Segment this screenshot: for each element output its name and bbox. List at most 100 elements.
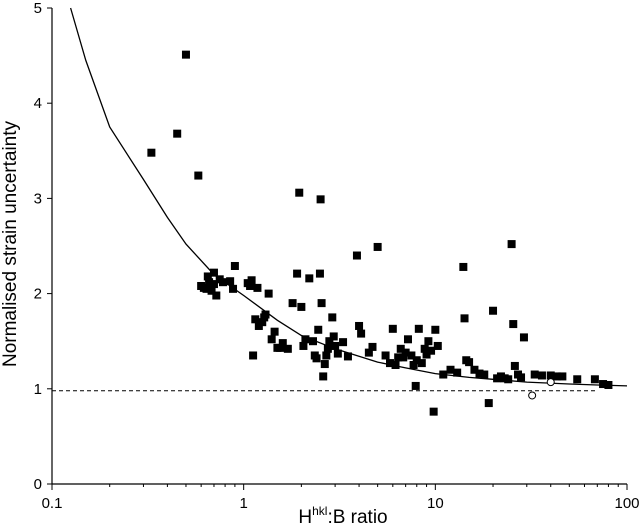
- data-point-square: [558, 372, 567, 381]
- y-axis-ticks: 0 1 2 3 4 5: [34, 0, 52, 493]
- data-point-square: [484, 399, 493, 408]
- data-point-square: [530, 370, 539, 379]
- y-tick-label: 3: [34, 190, 42, 207]
- data-point-square: [312, 354, 321, 363]
- data-point-square: [253, 283, 262, 292]
- data-point-square: [385, 359, 394, 368]
- data-point-square: [264, 289, 273, 298]
- data-point-square: [308, 337, 317, 346]
- data-point-square: [480, 370, 489, 379]
- data-point-square: [517, 373, 526, 382]
- data-point-open-circle: [528, 391, 537, 400]
- data-markers: [147, 50, 613, 416]
- data-point-square: [552, 372, 561, 381]
- y-tick-label: 0: [34, 476, 42, 493]
- data-point-square: [352, 251, 361, 260]
- fit-curve: [69, 7, 628, 387]
- data-point-square: [315, 269, 324, 278]
- y-tick-label: 1: [34, 381, 42, 398]
- data-point-square: [407, 351, 416, 360]
- data-point-square: [276, 343, 285, 352]
- data-point-square: [394, 353, 403, 362]
- data-point-square: [460, 314, 469, 323]
- data-point-square: [261, 310, 270, 319]
- data-point-square: [247, 276, 256, 285]
- data-point-square: [403, 335, 412, 344]
- data-point-square: [504, 375, 513, 384]
- data-point-square: [510, 361, 519, 370]
- data-point-square: [414, 324, 423, 333]
- data-point-square: [396, 344, 405, 353]
- data-point-square: [412, 356, 421, 365]
- data-point-square: [388, 324, 397, 333]
- data-point-square: [209, 268, 218, 277]
- data-point-square: [590, 375, 599, 384]
- data-point-square: [147, 148, 156, 157]
- data-point-square: [251, 315, 260, 324]
- data-point-square: [323, 344, 332, 353]
- data-point-square: [319, 372, 328, 381]
- y-axis-title: Normalised strain uncertainty: [0, 120, 21, 367]
- x-axis-title-superscript: hkl: [312, 504, 327, 518]
- data-point-square: [328, 313, 337, 322]
- data-point-square: [317, 299, 326, 308]
- y-tick-label: 4: [34, 95, 42, 112]
- data-point-square: [316, 195, 325, 204]
- data-point-square: [431, 325, 440, 334]
- data-point-square: [249, 351, 258, 360]
- data-point-square: [212, 291, 221, 300]
- data-point-square: [399, 353, 408, 362]
- x-axis-title: Hhkl:B ratio: [298, 504, 387, 528]
- data-point-square: [519, 333, 528, 342]
- data-point-square: [299, 341, 308, 350]
- data-point-square: [401, 348, 410, 357]
- data-point-square: [470, 365, 479, 374]
- data-point-square: [203, 272, 212, 281]
- data-point-square: [246, 281, 255, 290]
- data-point-square: [207, 286, 216, 295]
- data-point-square: [411, 381, 420, 390]
- data-point-square: [295, 188, 304, 197]
- data-point-square: [537, 371, 546, 380]
- data-point-square: [368, 342, 377, 351]
- data-point-square: [229, 284, 238, 293]
- x-tick-label: 100: [614, 495, 639, 512]
- data-point-square: [604, 380, 613, 389]
- data-point-square: [599, 380, 608, 389]
- data-point-square: [489, 306, 498, 315]
- data-point-square: [202, 284, 211, 293]
- data-point-square: [420, 344, 429, 353]
- data-point-square: [322, 351, 331, 360]
- data-point-square: [181, 50, 190, 59]
- data-point-square: [391, 361, 400, 369]
- data-point-square: [209, 280, 218, 289]
- data-point-square: [173, 129, 182, 138]
- data-point-square: [465, 358, 474, 367]
- data-point-square: [343, 352, 352, 361]
- data-point-square: [297, 302, 306, 311]
- data-point-square: [283, 344, 292, 353]
- x-axis-title-main: H: [298, 507, 312, 528]
- x-tick-label: 0.1: [42, 495, 63, 512]
- data-point-square: [331, 341, 340, 350]
- data-point-square: [333, 349, 342, 358]
- data-point-square: [507, 240, 516, 249]
- x-tick-label: 1: [239, 495, 247, 512]
- data-point-square: [278, 339, 287, 348]
- data-point-square: [301, 335, 310, 344]
- data-point-square: [305, 274, 314, 283]
- data-point-square: [357, 329, 366, 338]
- data-point-square: [475, 369, 484, 378]
- data-point-square: [364, 348, 373, 357]
- data-point-square: [194, 171, 203, 180]
- data-point-square: [320, 360, 329, 369]
- data-point-open-circle: [546, 378, 555, 387]
- data-point-square: [381, 351, 390, 360]
- data-point-square: [288, 299, 297, 308]
- data-point-square: [433, 341, 442, 350]
- y-tick-label: 2: [34, 286, 42, 303]
- data-point-square: [205, 278, 214, 287]
- data-point-square: [339, 338, 348, 347]
- data-point-square: [417, 359, 426, 368]
